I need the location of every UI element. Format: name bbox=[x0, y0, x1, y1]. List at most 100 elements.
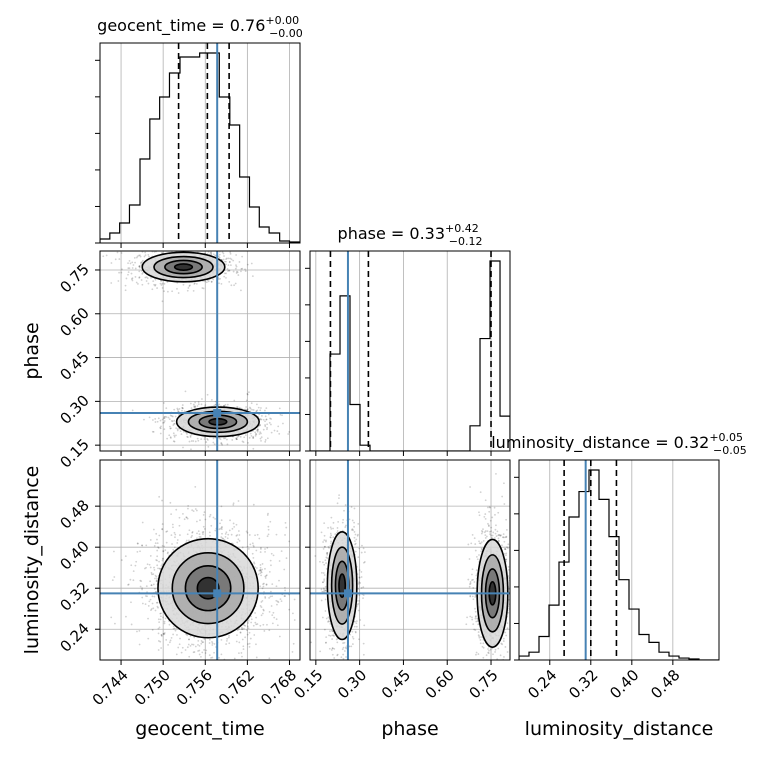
sample-point bbox=[357, 534, 359, 536]
sample-point bbox=[233, 271, 235, 273]
sample-point bbox=[260, 438, 262, 440]
sample-point bbox=[482, 528, 484, 530]
sample-point bbox=[325, 548, 327, 550]
sample-point bbox=[356, 620, 358, 622]
sample-point bbox=[228, 635, 230, 637]
sample-point bbox=[138, 630, 140, 632]
sample-point bbox=[252, 275, 254, 277]
marginal-title: phase = 0.33+0.42−0.12 bbox=[338, 222, 483, 248]
sample-point bbox=[240, 289, 242, 291]
sample-point bbox=[261, 606, 263, 608]
sample-point bbox=[227, 537, 229, 539]
sample-point bbox=[495, 473, 497, 475]
sample-point bbox=[248, 627, 250, 629]
sample-point bbox=[166, 416, 168, 418]
sample-point bbox=[259, 409, 261, 411]
sample-point bbox=[328, 547, 330, 549]
sample-point bbox=[226, 638, 228, 640]
sample-point bbox=[133, 264, 135, 266]
sample-point bbox=[338, 497, 340, 499]
title-lower-error: −0.12 bbox=[449, 235, 483, 248]
sample-point bbox=[179, 525, 181, 527]
sample-point bbox=[507, 651, 509, 653]
sample-point bbox=[492, 653, 494, 655]
sample-point bbox=[266, 427, 268, 429]
sample-point bbox=[260, 567, 262, 569]
sample-point bbox=[145, 545, 147, 547]
sample-point bbox=[249, 407, 251, 409]
sample-point bbox=[327, 664, 329, 666]
sample-point bbox=[243, 436, 245, 438]
sample-point bbox=[229, 261, 231, 263]
sample-point bbox=[281, 414, 283, 416]
sample-point bbox=[268, 533, 270, 535]
sample-point bbox=[187, 518, 189, 520]
sample-point bbox=[236, 641, 238, 643]
sample-point bbox=[363, 624, 365, 626]
sample-point bbox=[188, 639, 190, 641]
sample-point bbox=[478, 511, 480, 513]
y-tick-label: 0.24 bbox=[56, 619, 92, 655]
sample-point bbox=[226, 258, 228, 260]
sample-point bbox=[130, 601, 132, 603]
sample-point bbox=[145, 603, 147, 605]
sample-point bbox=[149, 564, 151, 566]
sample-point bbox=[240, 268, 242, 270]
sample-point bbox=[503, 638, 505, 640]
sample-point bbox=[241, 656, 243, 658]
sample-point bbox=[164, 283, 166, 285]
sample-point bbox=[512, 564, 514, 566]
sample-point bbox=[213, 652, 215, 654]
sample-point bbox=[149, 580, 151, 582]
sample-point bbox=[190, 645, 192, 647]
sample-point bbox=[171, 534, 173, 536]
sample-point bbox=[203, 514, 205, 516]
sample-point bbox=[146, 595, 148, 597]
sample-point bbox=[323, 578, 325, 580]
sample-point bbox=[164, 420, 166, 422]
sample-point bbox=[179, 534, 181, 536]
sample-point bbox=[269, 571, 271, 573]
x-tick-label: 0.48 bbox=[647, 666, 683, 702]
y-tick-label: 0.75 bbox=[56, 260, 92, 296]
sample-point bbox=[186, 540, 188, 542]
sample-point bbox=[253, 625, 255, 627]
sample-point bbox=[192, 531, 194, 533]
sample-point bbox=[337, 530, 339, 532]
sample-point bbox=[257, 623, 259, 625]
joint-content bbox=[96, 231, 310, 451]
sample-point bbox=[188, 656, 190, 658]
sample-point bbox=[327, 527, 329, 529]
sample-point bbox=[175, 434, 177, 436]
sample-point bbox=[247, 442, 249, 444]
sample-point bbox=[201, 640, 203, 642]
sample-point bbox=[228, 270, 230, 272]
sample-point bbox=[175, 241, 177, 243]
sample-point bbox=[235, 283, 237, 285]
sample-point bbox=[195, 247, 197, 249]
sample-point bbox=[241, 628, 243, 630]
sample-point bbox=[153, 596, 155, 598]
sample-point bbox=[182, 447, 184, 449]
sample-point bbox=[264, 597, 266, 599]
sample-point bbox=[130, 564, 132, 566]
sample-point bbox=[247, 532, 249, 534]
sample-point bbox=[250, 622, 252, 624]
sample-point bbox=[106, 255, 108, 257]
sample-point bbox=[277, 600, 279, 602]
sample-point bbox=[351, 506, 353, 508]
sample-point bbox=[269, 521, 271, 523]
sample-point bbox=[152, 280, 154, 282]
sample-point bbox=[150, 539, 152, 541]
sample-point bbox=[343, 658, 345, 660]
sample-point bbox=[503, 640, 505, 642]
sample-point bbox=[353, 526, 355, 528]
sample-point bbox=[227, 268, 229, 270]
sample-point bbox=[260, 433, 262, 435]
x-tick-label: 0.762 bbox=[215, 666, 258, 709]
sample-point bbox=[262, 609, 264, 611]
sample-point bbox=[204, 281, 206, 283]
sample-point bbox=[166, 542, 168, 544]
sample-point bbox=[233, 284, 235, 286]
sample-point bbox=[156, 550, 158, 552]
